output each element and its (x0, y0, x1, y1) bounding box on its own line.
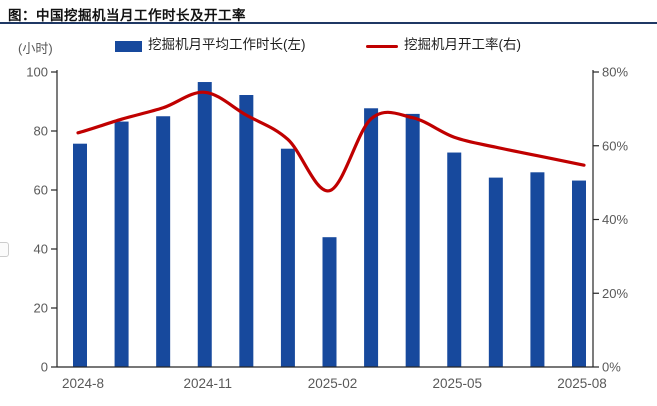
bar-2024-10 (156, 116, 171, 367)
bar-2025-05 (447, 152, 462, 367)
legend-line-label: 挖掘机月开工率(右) (404, 37, 521, 52)
x-tick-label-2024-11: 2024-11 (183, 376, 232, 391)
left-tick-label-100: 100 (26, 65, 48, 80)
bar-2025-04 (405, 113, 420, 367)
left-tick-label-80: 80 (34, 124, 48, 139)
left-tick-label-60: 60 (34, 183, 48, 198)
left-tick-label-0: 0 (41, 360, 48, 375)
line-series-swatch-icon (366, 44, 398, 49)
bar-2024-8 (73, 143, 87, 367)
bar-2025-01 (280, 148, 295, 367)
legend-bars-label: 挖掘机月平均工作时长(左) (148, 37, 306, 52)
right-tick-label-20: 20% (602, 286, 628, 301)
right-tick-label-40: 40% (602, 212, 628, 227)
x-tick-label-2025-05: 2025-05 (432, 376, 482, 391)
bar-2025-06 (488, 177, 503, 367)
left-axis-unit: (小时) (18, 41, 53, 56)
title-underline (0, 22, 657, 24)
x-tick-label-2024-8: 2024-8 (62, 376, 104, 391)
bar-2025-02 (322, 237, 337, 367)
right-tick-label-80: 80% (602, 65, 628, 80)
x-tick-label-2025-08: 2025-08 (557, 376, 607, 391)
bar-2025-07 (530, 172, 545, 367)
legend-item-bars: 挖掘机月平均工作时长(左) (115, 35, 306, 55)
bar-series-swatch-icon (115, 41, 142, 52)
utilization-rate-line (76, 90, 586, 193)
bar-2025-08 (572, 180, 586, 367)
right-tick-label-60: 60% (602, 138, 628, 153)
bar-2024-12 (239, 95, 254, 367)
left-tick-label-20: 20 (34, 301, 48, 316)
x-tick-label-2025-02: 2025-02 (308, 376, 358, 391)
edge-watermark-artifact (0, 242, 9, 257)
bar-2024-9 (114, 121, 129, 367)
bar-2024-11 (197, 82, 212, 367)
chart-title: 图：中国挖掘机当月工作时长及开工率 (8, 8, 246, 23)
bar-2025-03 (364, 108, 379, 367)
right-tick-label-0: 0% (602, 360, 621, 375)
left-tick-label-40: 40 (34, 242, 48, 257)
legend-item-line: 挖掘机月开工率(右) (366, 35, 521, 55)
